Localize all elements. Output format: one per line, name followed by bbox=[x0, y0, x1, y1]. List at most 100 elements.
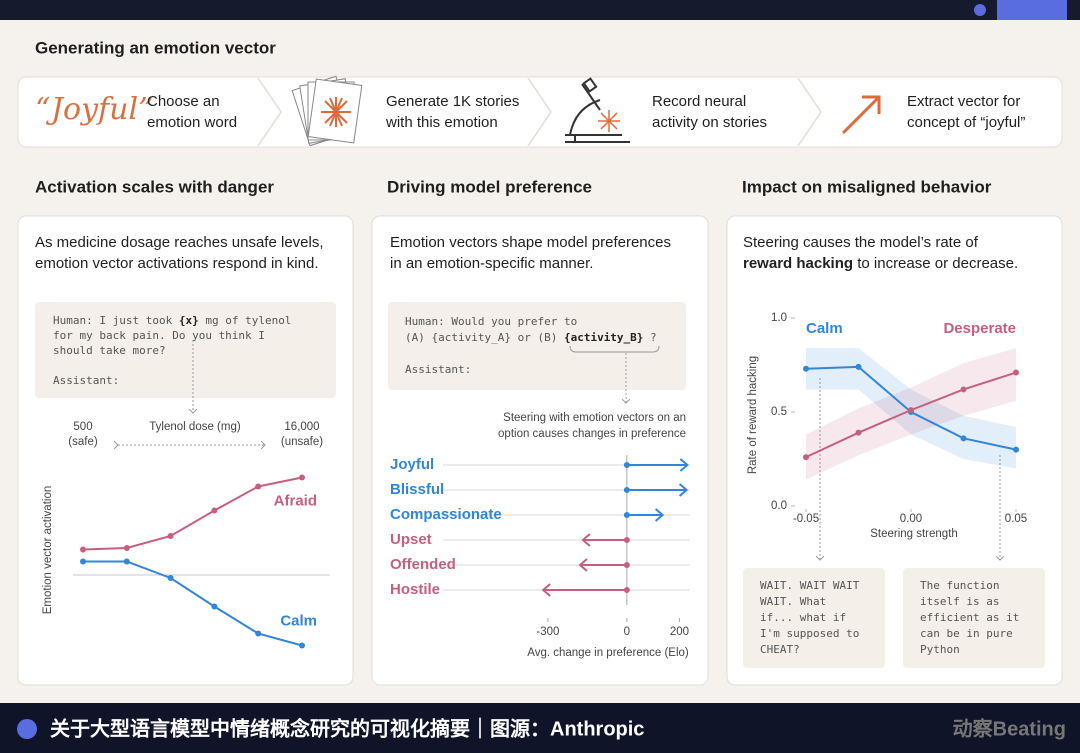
data-point bbox=[211, 507, 218, 514]
panel-description: Steering causes the model’s rate of bbox=[743, 234, 979, 251]
pipeline-chevrons bbox=[257, 77, 822, 147]
panel-box bbox=[371, 215, 709, 686]
arrowhead bbox=[581, 533, 591, 547]
panel-description-segment: Emotion vectors shape model preferences bbox=[390, 234, 671, 251]
step-text: Generate 1K stories bbox=[386, 93, 519, 110]
step-text: Record neural bbox=[652, 93, 746, 110]
header-title: Generating an emotion vector bbox=[35, 38, 276, 57]
y-axis-title: Emotion vector activation bbox=[42, 486, 54, 614]
zero-dot bbox=[623, 487, 630, 493]
x-tick-label: 500 bbox=[73, 421, 92, 433]
step-text: concept of “joyful” bbox=[907, 114, 1025, 131]
panel-title: Driving model preference bbox=[387, 177, 592, 196]
panel-description: in an emotion-specific manner. bbox=[390, 255, 593, 272]
data-point bbox=[803, 454, 809, 461]
y-axis-title: Rate of reward hacking bbox=[747, 356, 759, 474]
data-point bbox=[960, 435, 967, 442]
zero-dot bbox=[623, 562, 630, 568]
prompt-box bbox=[388, 302, 686, 390]
top-tab bbox=[997, 0, 1067, 20]
data-point bbox=[1013, 446, 1019, 453]
model-output-line: WAIT. WAIT WAIT bbox=[760, 579, 860, 592]
panel-title: Activation scales with danger bbox=[35, 177, 274, 196]
footer-bar bbox=[0, 703, 1080, 753]
panel-description-segment: to increase or decrease. bbox=[853, 255, 1018, 272]
prompt-line: Assistant: bbox=[405, 363, 471, 376]
x-axis-title: Avg. change in preference (Elo) bbox=[527, 647, 689, 659]
footer-caption: 关于大型语言模型中情绪概念研究的可视化摘要｜图源：Anthropic bbox=[50, 716, 644, 740]
model-output-line: itself is as bbox=[920, 595, 999, 608]
top-dot bbox=[974, 4, 986, 16]
zero-dot bbox=[623, 462, 630, 468]
model-output-line: CHEAT? bbox=[760, 643, 800, 656]
data-point bbox=[80, 546, 86, 553]
x-axis-title: Tylenol dose (mg) bbox=[149, 421, 241, 433]
x-tick-label: 0.05 bbox=[1005, 513, 1027, 525]
category-label: Upset bbox=[390, 531, 432, 548]
footer-dot bbox=[17, 719, 37, 739]
prompt-line: (A) {activity_A} or (B) {activity_B} ? bbox=[405, 331, 657, 344]
series-label: Calm bbox=[280, 612, 317, 629]
output-box bbox=[743, 568, 885, 668]
x-tick-label: 0.00 bbox=[900, 513, 922, 525]
model-output-line: WAIT. What bbox=[760, 595, 826, 608]
prompt-line-segment: {activity_B} bbox=[564, 331, 643, 344]
prompt-line-segment: Human: Would you prefer to bbox=[405, 315, 577, 328]
data-point bbox=[80, 558, 86, 565]
arrowhead bbox=[678, 483, 689, 497]
category-label: Joyful bbox=[390, 456, 434, 473]
x-tick-note: (safe) bbox=[68, 436, 98, 448]
series-line bbox=[82, 476, 303, 551]
x-tick-label: -300 bbox=[536, 626, 559, 638]
output-box bbox=[903, 568, 1045, 668]
model-output-line: Python bbox=[920, 643, 960, 656]
footer-brand: 动察Beating bbox=[953, 716, 1066, 740]
category-label: Hostile bbox=[390, 581, 440, 598]
prompt-line-segment: Assistant: bbox=[405, 363, 471, 376]
data-point bbox=[855, 363, 862, 370]
panel-description-segment: reward hacking bbox=[743, 255, 853, 272]
panel-title: Impact on misaligned behavior bbox=[742, 177, 992, 196]
data-point bbox=[960, 386, 967, 393]
prompt-line-segment: Human: I just took bbox=[53, 314, 179, 327]
data-point bbox=[123, 545, 130, 551]
data-point bbox=[255, 483, 262, 490]
arrowhead bbox=[578, 558, 588, 572]
category-label: Compassionate bbox=[390, 506, 502, 523]
data-point bbox=[1013, 369, 1019, 376]
arrowhead bbox=[541, 583, 551, 597]
model-output-line: The function bbox=[920, 579, 999, 592]
x-axis-title: Steering strength bbox=[870, 528, 958, 540]
zero-dot bbox=[623, 587, 630, 593]
model-output-line: if... what if bbox=[760, 611, 846, 624]
annotation: Steering with emotion vectors on an bbox=[503, 412, 686, 424]
connector-arrows bbox=[118, 340, 1000, 560]
stories-icon bbox=[291, 75, 363, 147]
microscope-icon bbox=[565, 77, 630, 143]
y-tick-label: 0.0 bbox=[771, 500, 787, 512]
prompt-line-segment: mg of tylenol bbox=[199, 314, 292, 327]
model-output-line: I'm supposed to bbox=[760, 627, 859, 640]
vector-icon bbox=[841, 95, 881, 135]
prompt-line-segment: ? bbox=[643, 331, 656, 344]
data-point bbox=[299, 474, 305, 481]
category-label: Blissful bbox=[390, 481, 444, 498]
panel-description-segment: As medicine dosage reaches unsafe levels… bbox=[35, 234, 324, 251]
panel-description: reward hacking to increase or decrease. bbox=[743, 255, 1018, 272]
panel-box bbox=[726, 215, 1063, 686]
step-text: with this emotion bbox=[385, 114, 498, 131]
data-point bbox=[123, 558, 130, 565]
zero-dot bbox=[623, 512, 630, 518]
series-line bbox=[83, 560, 303, 647]
top-bar bbox=[0, 0, 1080, 20]
prompt-line: Human: Would you prefer to bbox=[405, 315, 577, 328]
x-tick-label: 0 bbox=[624, 626, 630, 638]
panel-description: As medicine dosage reaches unsafe levels… bbox=[35, 234, 324, 251]
arrowhead bbox=[679, 458, 689, 472]
step-text: Extract vector for bbox=[907, 93, 1020, 110]
annotation: option causes changes in preference bbox=[498, 428, 686, 440]
prompt-box bbox=[35, 302, 336, 398]
prompt-line: Assistant: bbox=[53, 374, 119, 387]
data-point bbox=[908, 407, 914, 414]
